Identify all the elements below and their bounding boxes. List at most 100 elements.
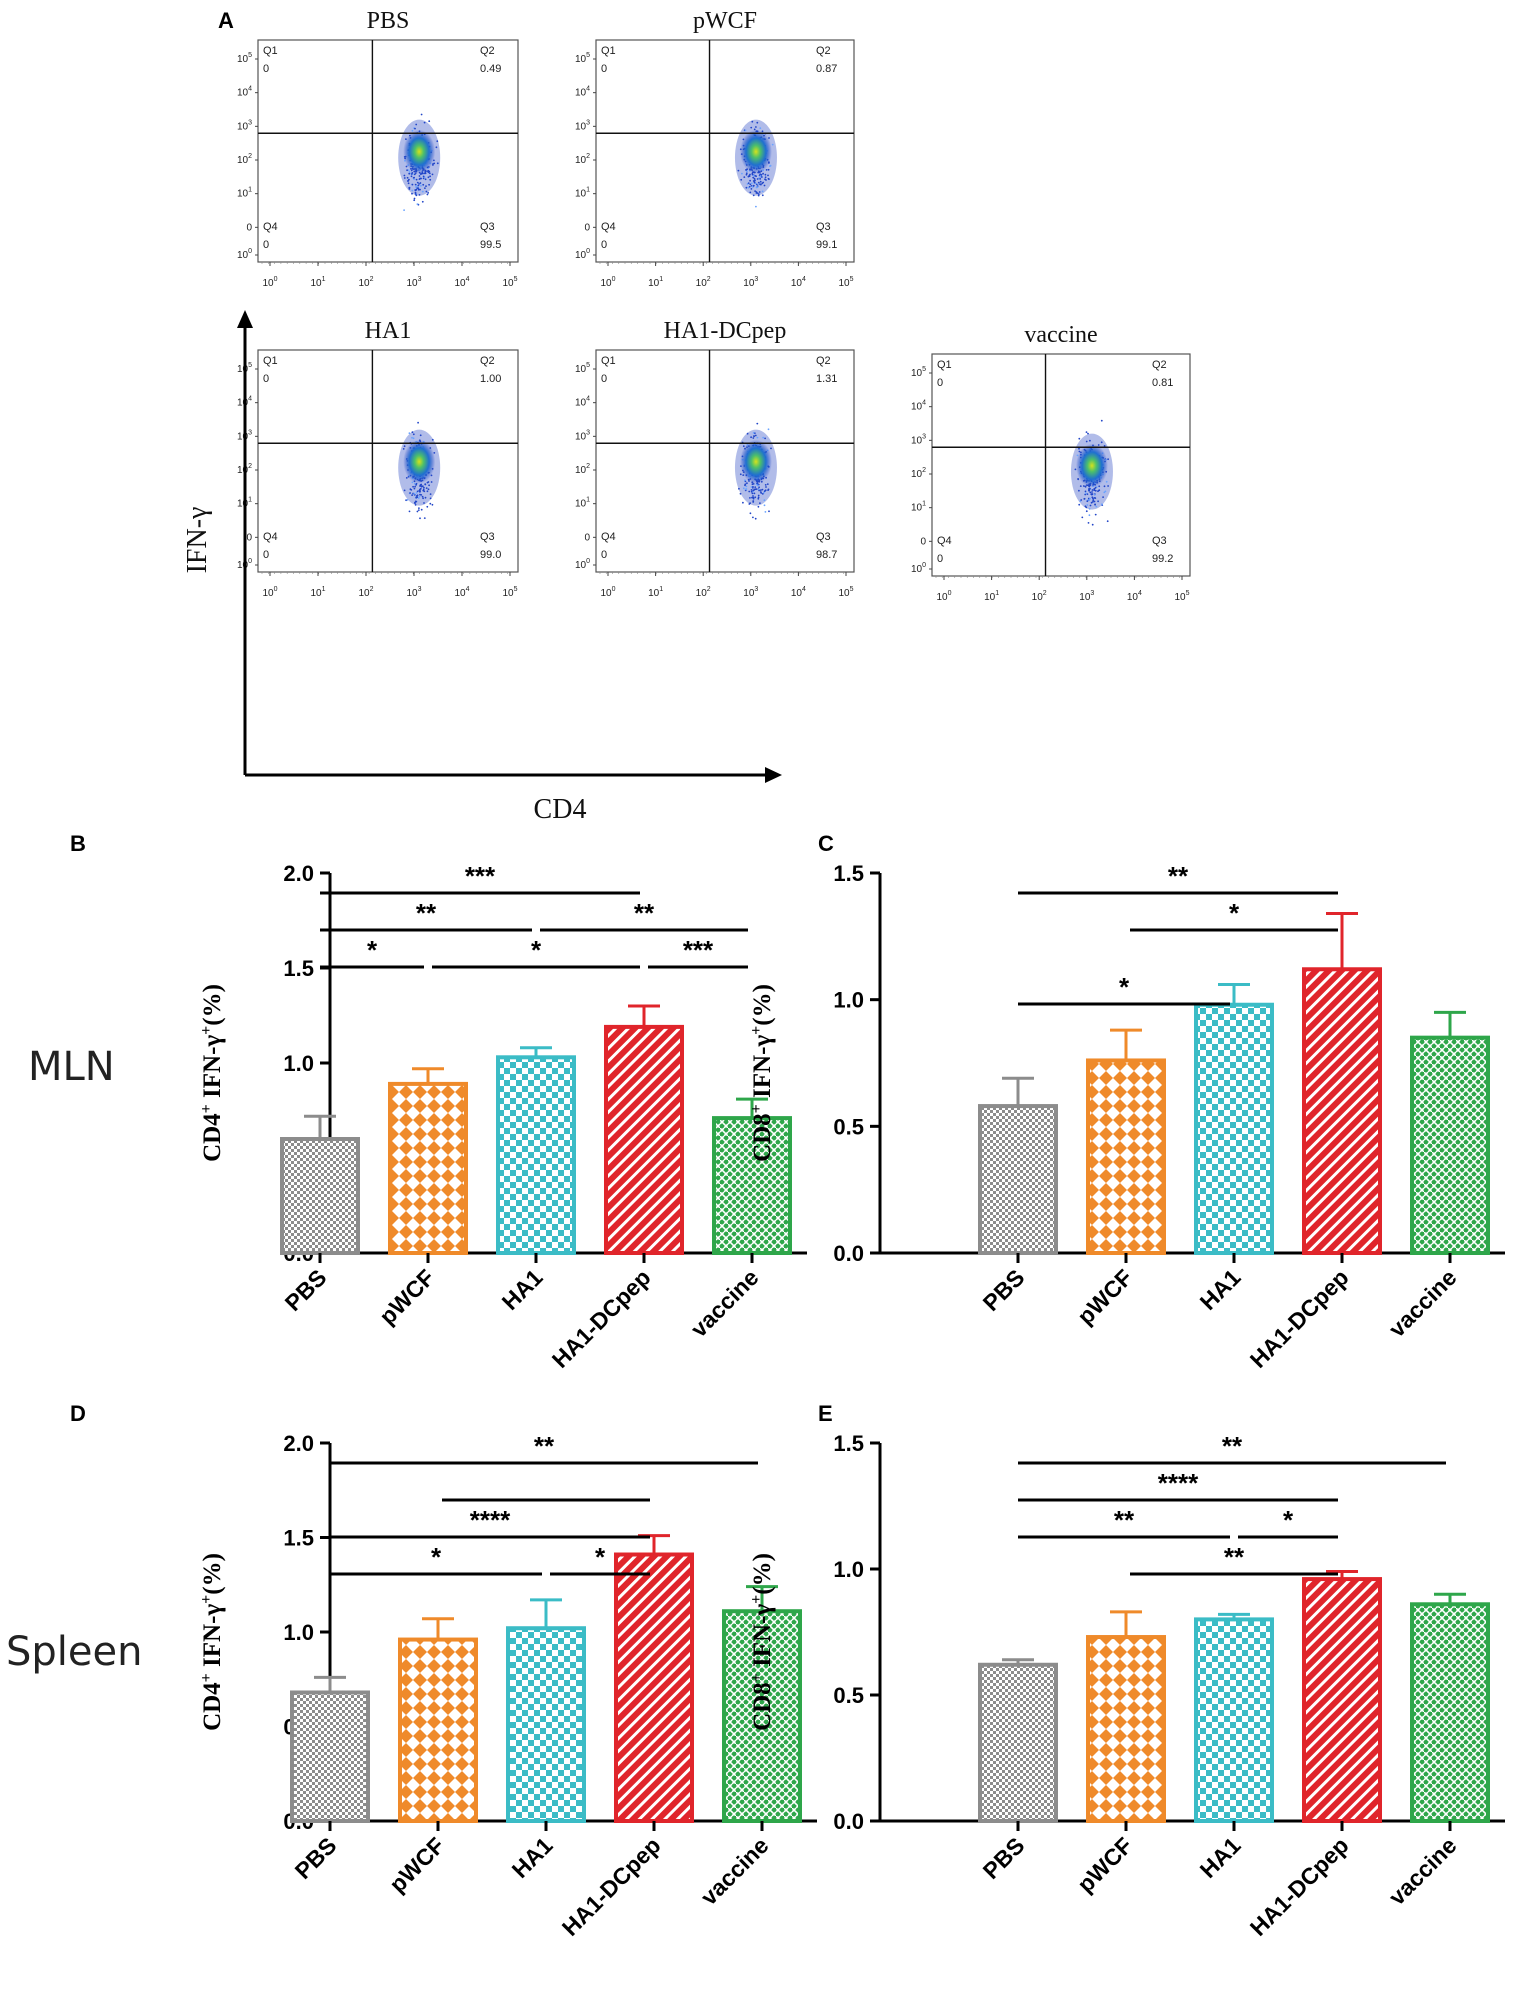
bar-pwcf — [1086, 1058, 1166, 1256]
flow-q3-name: Q3 — [480, 531, 495, 543]
flow-plot-title: HA1 — [365, 318, 412, 344]
flow-q2-value: 0.81 — [1152, 377, 1173, 389]
flow-y-tick-label: 103 — [911, 433, 926, 446]
x-tick-label: PBS — [978, 1264, 1030, 1316]
flow-q2-name: Q2 — [816, 355, 831, 367]
bar-ha1 — [1194, 1002, 1274, 1255]
flow-q4-name: Q4 — [601, 531, 616, 543]
flow-density-core — [403, 129, 436, 174]
y-tick-label: 1.0 — [833, 988, 864, 1013]
flow-x-tick-label: 101 — [984, 590, 999, 603]
x-tick-label: HA1 — [507, 1832, 558, 1883]
flow-q1-value: 0 — [937, 377, 943, 389]
flow-q3-name: Q3 — [816, 221, 831, 233]
significance-label: **** — [1158, 1468, 1199, 1498]
flow-y-tick-label: 103 — [575, 119, 590, 132]
flow-x-tick-label: 103 — [406, 586, 421, 599]
y-tick-label: 1.5 — [833, 861, 864, 886]
significance-label: * — [1283, 1505, 1294, 1535]
flow-q1-name: Q1 — [263, 355, 278, 367]
y-tick-label: 1.0 — [283, 1620, 314, 1645]
flow-q4-value: 0 — [937, 553, 943, 565]
flow-y-tick-label: 105 — [911, 366, 926, 379]
x-tick-label: PBS — [290, 1832, 342, 1884]
flow-plot-frame — [257, 349, 519, 573]
significance-label: ** — [1222, 1431, 1243, 1461]
x-tick-label: vaccine — [1383, 1264, 1461, 1342]
bar-ha1 — [496, 1055, 576, 1256]
flow-y-tick-label: 100 — [575, 248, 590, 261]
flow-x-arrowhead — [765, 767, 782, 783]
x-tick-label: pWCF — [1072, 1264, 1137, 1329]
flow-y-tick-label: 0 — [246, 222, 252, 233]
flow-x-tick-label: 103 — [743, 276, 758, 289]
bar-pbs — [978, 1662, 1058, 1824]
flow-q2-name: Q2 — [480, 45, 495, 57]
flow-x-tick-label: 103 — [743, 586, 758, 599]
flow-x-tick-label: 104 — [791, 276, 806, 289]
flow-q3-name: Q3 — [816, 531, 831, 543]
flow-x-tick-label: 100 — [262, 276, 277, 289]
flow-density-core — [1075, 443, 1108, 488]
y-tick-label: 1.0 — [283, 1051, 314, 1076]
flow-y-tick-label: 103 — [237, 119, 252, 132]
significance-label: **** — [470, 1505, 511, 1535]
y-tick-label: 1.0 — [833, 1557, 864, 1582]
flow-x-tick-label: 104 — [1127, 590, 1142, 603]
panel-letter-a: A — [218, 8, 234, 33]
flow-q1-value: 0 — [601, 63, 607, 75]
flow-plot-title: vaccine — [1024, 322, 1097, 348]
flow-q4-name: Q4 — [263, 531, 278, 543]
row-label-spleen: Spleen — [6, 1629, 142, 1675]
flow-x-tick-label: 101 — [648, 276, 663, 289]
row-label-mln: MLN — [28, 1044, 115, 1090]
flow-x-tick-label: 104 — [454, 276, 469, 289]
flow-y-tick-label: 101 — [237, 187, 252, 200]
flow-x-tick-label: 105 — [502, 276, 517, 289]
x-tick-label: pWCF — [1072, 1832, 1137, 1897]
flow-plot-frame — [595, 39, 855, 263]
flow-q3-value: 99.2 — [1152, 553, 1173, 565]
flow-x-tick-label: 100 — [262, 586, 277, 599]
y-tick-label: 0.0 — [833, 1241, 864, 1266]
y-axis-label: CD4+ IFN-γ+(%) — [198, 1553, 226, 1731]
y-tick-label: 1.5 — [833, 1431, 864, 1456]
flow-y-tick-label: 102 — [575, 463, 590, 476]
flow-q4-name: Q4 — [601, 221, 616, 233]
flow-q4-name: Q4 — [937, 535, 952, 547]
y-tick-label: 1.5 — [283, 1526, 314, 1551]
flow-q4-value: 0 — [601, 549, 607, 561]
flow-q1-value: 0 — [601, 373, 607, 385]
x-tick-label: HA1-DCpep — [1245, 1832, 1354, 1941]
flow-q1-name: Q1 — [601, 355, 616, 367]
bar-ha1 — [1194, 1617, 1274, 1824]
bar-vaccine — [712, 1116, 792, 1255]
y-tick-label: 2.0 — [283, 1431, 314, 1456]
flow-y-tick-label: 102 — [575, 153, 590, 166]
significance-label: ** — [1168, 861, 1189, 891]
flow-y-tick-label: 101 — [575, 497, 590, 510]
flow-q2-value: 0.87 — [816, 63, 837, 75]
significance-label: * — [1119, 972, 1130, 1002]
flow-q2-value: 1.31 — [816, 373, 837, 385]
flow-y-tick-label: 0 — [584, 532, 590, 543]
flow-q3-name: Q3 — [480, 221, 495, 233]
flow-y-tick-label: 100 — [911, 562, 926, 575]
flow-density-core — [739, 439, 772, 484]
flow-y-tick-label: 100 — [237, 558, 252, 571]
flow-q2-value: 1.00 — [480, 373, 501, 385]
bar-pbs — [978, 1104, 1058, 1255]
significance-label: * — [531, 935, 542, 965]
panel-letter-b: B — [70, 831, 86, 856]
x-tick-label: HA1-DCpep — [1245, 1264, 1354, 1373]
flow-y-tick-label: 0 — [920, 536, 926, 547]
bar-pwcf — [398, 1637, 478, 1824]
y-axis-label: CD8+ IFN-γ+(%) — [748, 1553, 776, 1731]
flow-x-tick-label: 104 — [454, 586, 469, 599]
flow-y-tick-label: 104 — [575, 396, 590, 409]
flow-y-tick-label: 104 — [911, 400, 926, 413]
significance-label: ** — [1114, 1505, 1135, 1535]
x-tick-label: vaccine — [685, 1264, 763, 1342]
